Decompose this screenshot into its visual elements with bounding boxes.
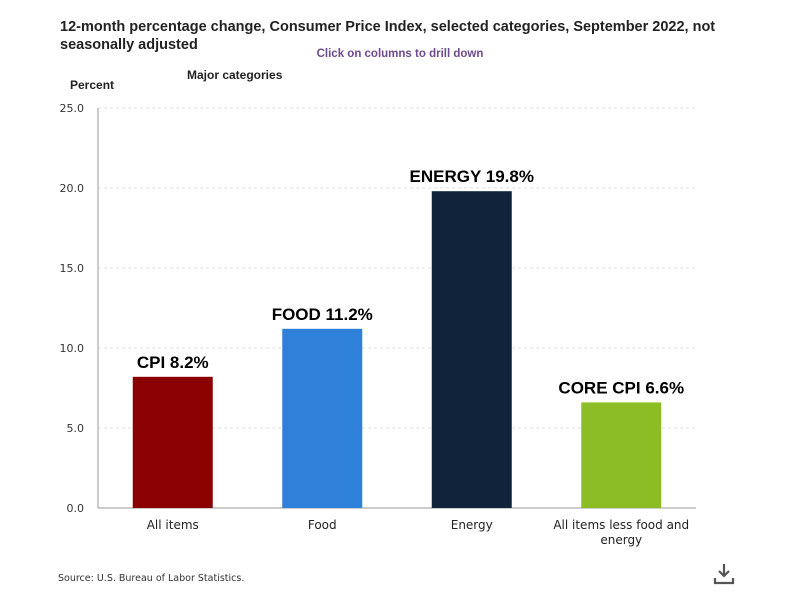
y-tick-label: 10.0	[60, 342, 85, 355]
bar-food[interactable]	[282, 328, 363, 508]
y-tick-label: 15.0	[60, 262, 85, 275]
download-glyph	[713, 564, 735, 585]
data-label: FOOD 11.2%	[272, 305, 373, 324]
x-tick-label: energy	[600, 533, 642, 547]
y-axis-label: Percent	[70, 78, 115, 92]
y-tick-label: 5.0	[67, 422, 85, 435]
download-icon[interactable]	[711, 561, 737, 587]
data-label: ENERGY 19.8%	[410, 167, 534, 186]
x-tick-label: All items less food and	[553, 518, 689, 532]
source-note: Source: U.S. Bureau of Labor Statistics.	[58, 573, 245, 584]
data-label: CORE CPI 6.6%	[558, 378, 684, 397]
bar-energy[interactable]	[431, 191, 512, 508]
y-tick-label: 20.0	[60, 182, 85, 195]
chart-title: 12-month percentage change, Consumer Pri…	[60, 19, 716, 53]
x-tick-label: Energy	[451, 518, 493, 532]
category-group-label: Major categories	[187, 68, 283, 82]
drill-down-hint: Click on columns to drill down	[316, 48, 484, 60]
bar-all-items-less-food-and-energy[interactable]	[581, 402, 662, 508]
y-tick-label: 0.0	[67, 502, 85, 515]
x-tick-label: Food	[308, 518, 337, 532]
data-label: CPI 8.2%	[137, 353, 209, 372]
x-tick-label: All items	[147, 518, 199, 532]
y-tick-label: 25.0	[60, 102, 85, 115]
bar-all-items[interactable]	[132, 376, 213, 508]
